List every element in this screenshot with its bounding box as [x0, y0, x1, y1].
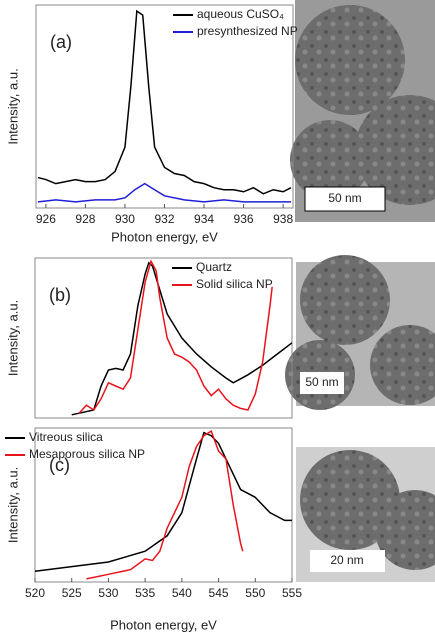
data-line [71, 261, 293, 416]
legend-label: Vitreous silica [29, 430, 103, 444]
data-line [86, 429, 244, 580]
tem-image-b [285, 255, 435, 410]
panel-label: (c) [49, 455, 70, 475]
panel-label: (a) [50, 32, 72, 52]
x-tick-label: 540 [172, 586, 192, 600]
legend-label: aqueous CuSO₄ [197, 7, 284, 21]
legend-label: presynthesized NP [197, 24, 298, 38]
x-tick-label: 936 [234, 212, 254, 226]
data-line [37, 182, 292, 203]
tem-image-c [296, 447, 435, 582]
x-tick-label: 930 [115, 212, 135, 226]
plot-frame [34, 257, 293, 419]
x-tick-label: 926 [36, 212, 56, 226]
legend-label: Solid silica NP [196, 277, 273, 291]
x-tick-label: 545 [209, 586, 229, 600]
data-line [34, 431, 292, 572]
x-tick-label: 938 [273, 212, 293, 226]
x-tick-label: 555 [282, 586, 302, 600]
y-axis-label: Intensity, a.u. [5, 467, 20, 543]
scale-bar-label: 50 nm [305, 375, 338, 389]
y-axis-label: Intensity, a.u. [5, 68, 20, 144]
x-tick-label: 525 [62, 586, 82, 600]
legend-label: Quartz [196, 260, 232, 274]
x-tick-label: 550 [245, 586, 265, 600]
x-tick-label: 934 [194, 212, 214, 226]
tem-image-a [290, 0, 435, 222]
x-axis-label: Photon energy, eV [110, 617, 217, 632]
x-tick-label: 535 [135, 586, 155, 600]
x-tick-label: 530 [98, 586, 118, 600]
data-line [78, 259, 273, 414]
x-tick-label: 932 [154, 212, 174, 226]
x-axis-label: Photon energy, eV [111, 229, 218, 244]
panel-label: (b) [49, 285, 71, 305]
scale-bar-label: 20 nm [330, 553, 363, 567]
plot-frame [34, 427, 293, 583]
data-line [37, 9, 292, 195]
y-axis-label: Intensity, a.u. [5, 300, 20, 376]
scale-bar-label: 50 nm [328, 191, 361, 205]
x-tick-label: 520 [25, 586, 45, 600]
legend-label: Mesaporous silica NP [29, 447, 145, 461]
x-tick-label: 928 [75, 212, 95, 226]
